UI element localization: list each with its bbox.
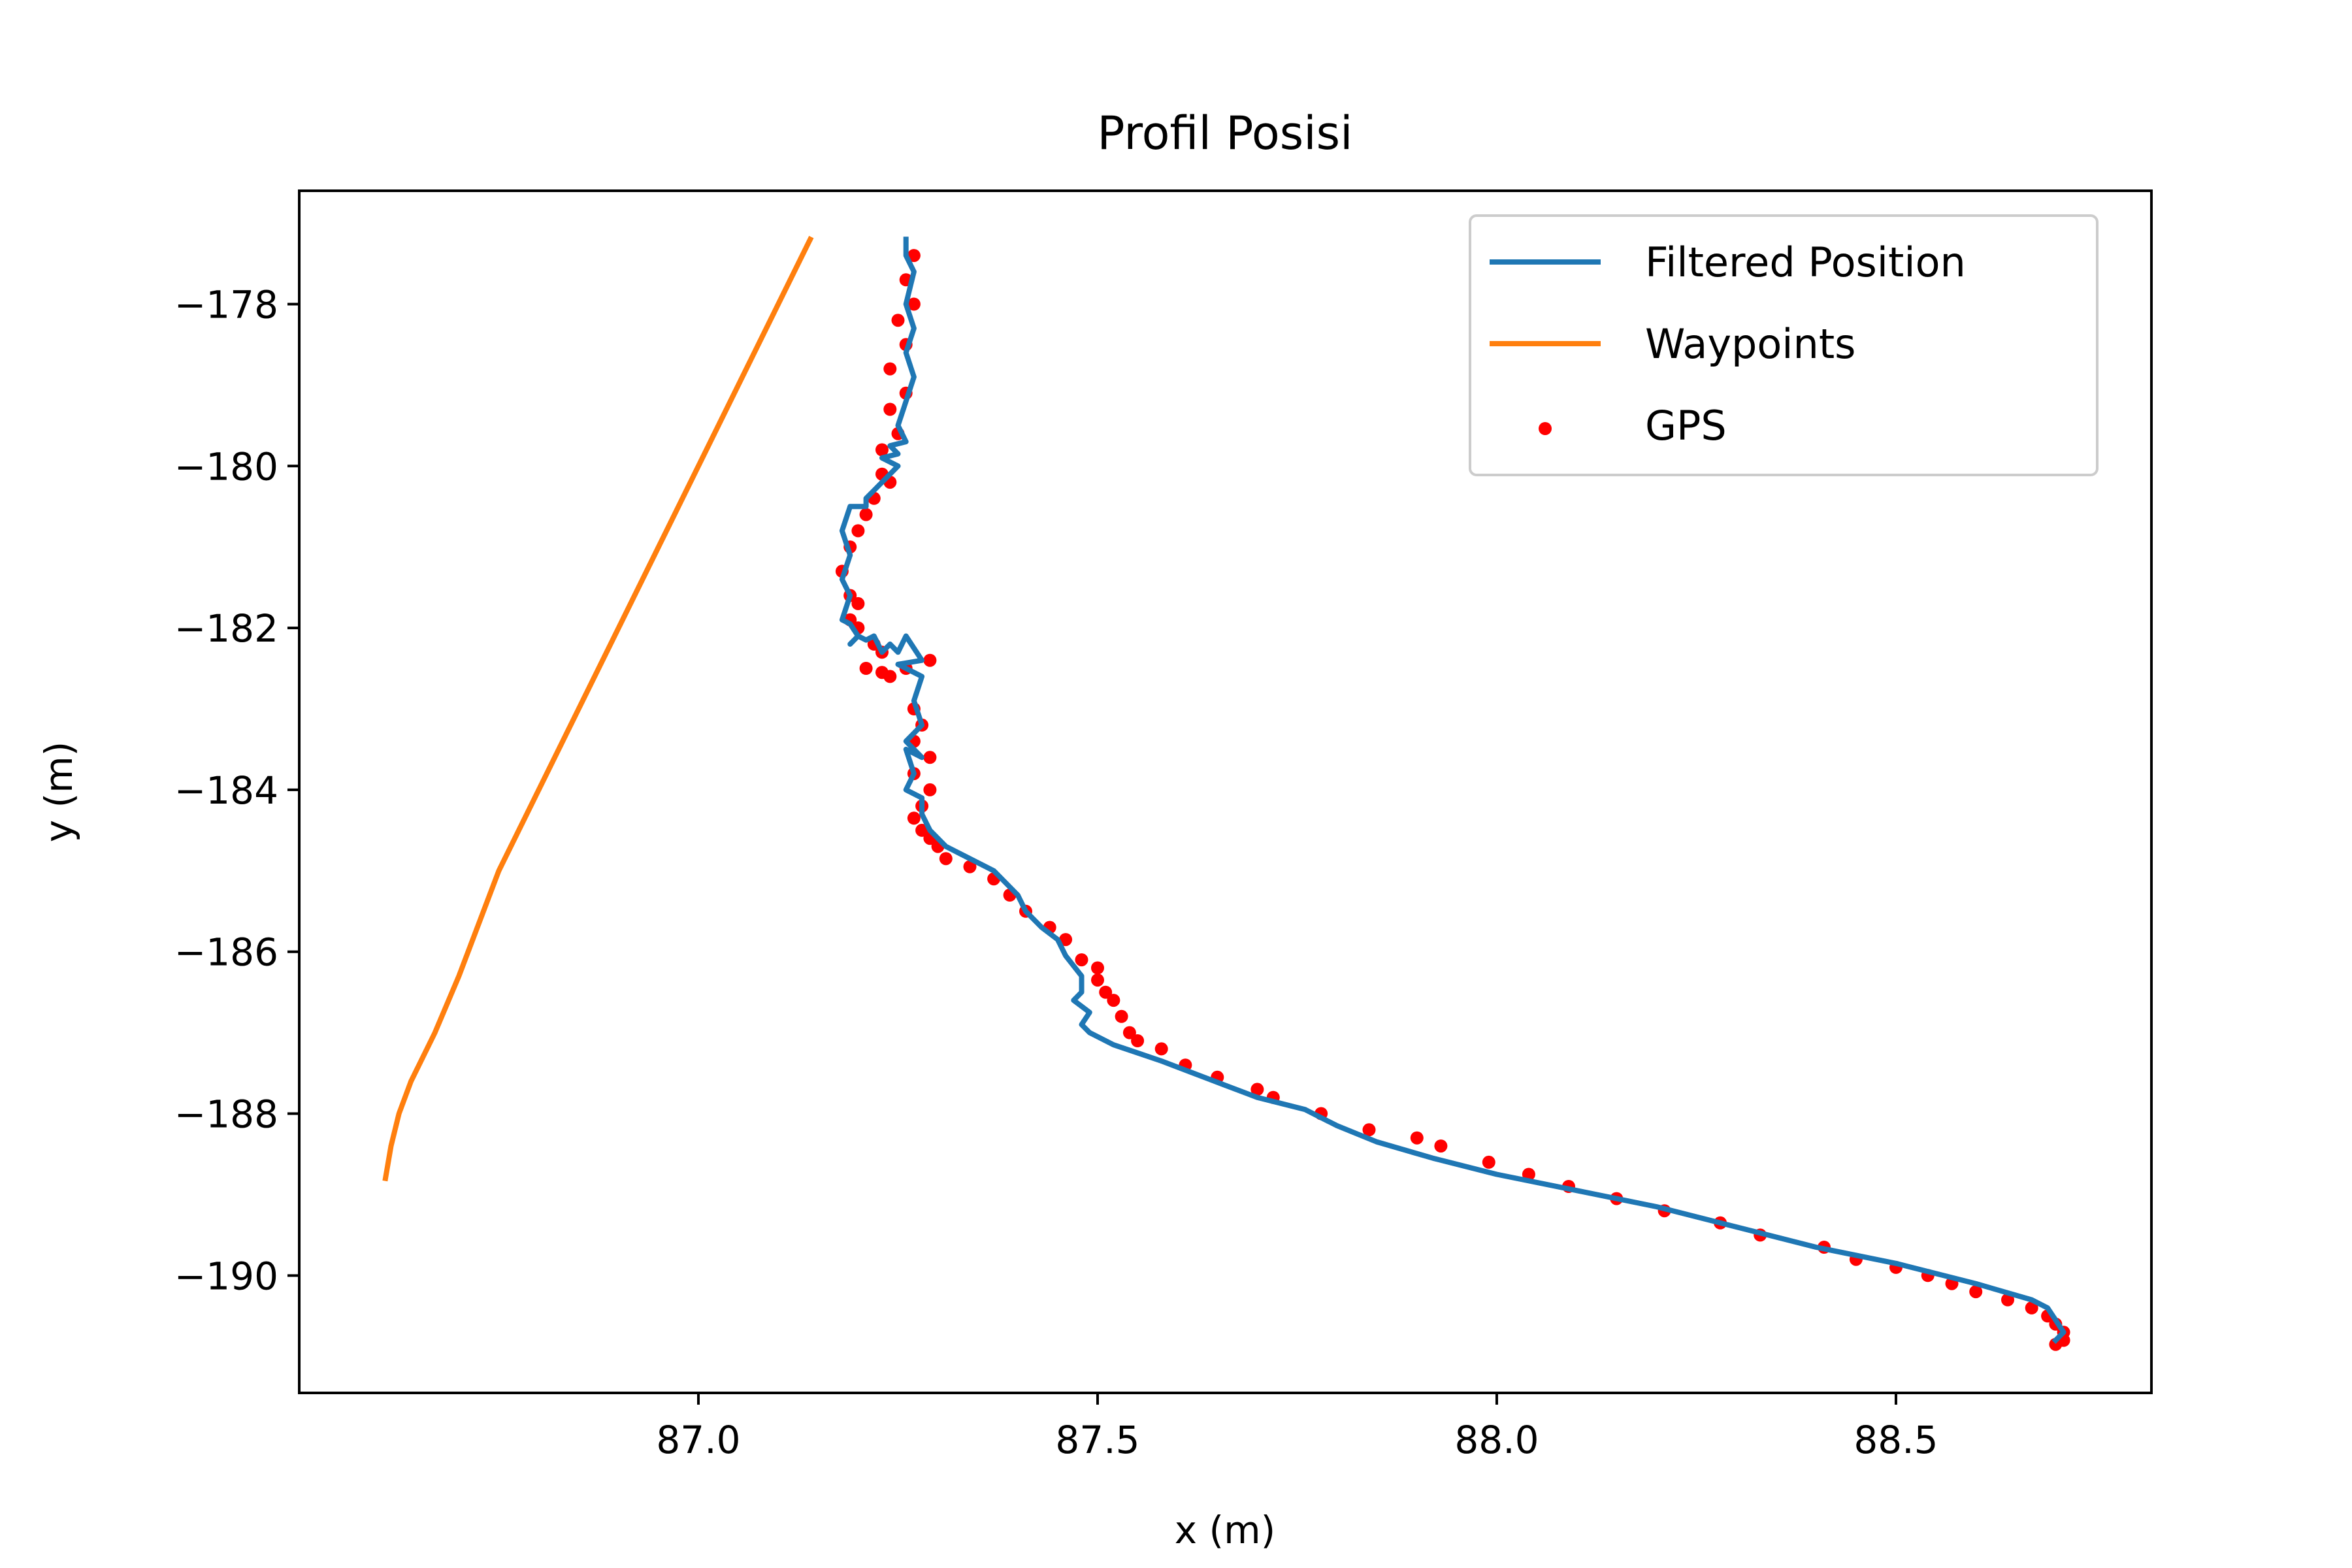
plot-area (298, 189, 2153, 1394)
gps-point (1131, 1034, 1145, 1047)
y-tick-label: −184 (174, 768, 278, 813)
y-tick-label: −180 (174, 444, 278, 489)
x-tick-label: 88.0 (1454, 1418, 1539, 1462)
y-tick-label: −190 (174, 1254, 278, 1298)
gps-point (1410, 1131, 1424, 1145)
gps-point (923, 783, 937, 796)
gps-point (1969, 1285, 1983, 1299)
gps-point (875, 443, 889, 457)
gps-point (923, 653, 937, 667)
legend: Filtered Position Waypoints GPS (1469, 214, 2099, 476)
gps-point (2001, 1293, 2014, 1307)
series-layer (382, 235, 2070, 1351)
chart-title: Profil Posisi (1097, 106, 1352, 160)
legend-label: GPS (1645, 402, 1727, 449)
gps-point (891, 314, 905, 327)
gps-point (1250, 1083, 1264, 1096)
gps-point (907, 249, 921, 263)
gps-point (2049, 1337, 2063, 1351)
y-tick-label: −182 (174, 606, 278, 651)
gps-point (915, 823, 929, 837)
gps-point (851, 524, 865, 538)
x-tick-label: 87.0 (656, 1418, 740, 1462)
x-axis-label: x (m) (1175, 1508, 1276, 1552)
legend-box (1469, 214, 2099, 476)
x-tick-label: 88.5 (1854, 1418, 1938, 1462)
gps-point (1115, 1009, 1128, 1023)
gps-point (1107, 994, 1120, 1007)
gps-point (1482, 1155, 1495, 1169)
gps-point (859, 508, 873, 521)
y-axis: −178 −180 −182 −184 −186 −188 −190 (174, 282, 299, 1298)
gps-point (859, 662, 873, 675)
gps-point (1075, 953, 1088, 967)
series-line-filtered-position (839, 237, 2066, 1345)
legend-label: Waypoints (1645, 320, 1855, 368)
y-tick-label: −178 (174, 282, 278, 327)
gps-point (2025, 1301, 2038, 1315)
y-tick-label: −186 (174, 930, 278, 975)
gps-point (883, 402, 897, 416)
gps-point (1434, 1139, 1448, 1153)
legend-label: Filtered Position (1645, 238, 1966, 286)
gps-point (1059, 933, 1073, 947)
legend-swatch (1539, 422, 1552, 435)
gps-point (907, 297, 921, 311)
gps-point (923, 751, 937, 764)
gps-point (1122, 1026, 1136, 1039)
gps-point (1099, 985, 1113, 999)
gps-point (963, 860, 977, 874)
y-tick-label: −188 (174, 1092, 278, 1137)
gps-point (1091, 973, 1104, 987)
plot-frame (298, 189, 2153, 1394)
gps-point (907, 811, 921, 825)
x-tick-label: 87.5 (1055, 1418, 1139, 1462)
y-axis-label: y (m) (37, 742, 81, 843)
gps-point (883, 362, 897, 376)
gps-point (875, 666, 889, 679)
x-axis: 87.0 87.5 88.0 88.5 (656, 1393, 1938, 1462)
gps-point (1154, 1042, 1168, 1056)
gps-point (851, 596, 865, 610)
series-line-waypoints (382, 235, 814, 1182)
gps-point (1362, 1123, 1376, 1137)
gps-point (939, 852, 953, 866)
gps-point (1091, 961, 1104, 975)
